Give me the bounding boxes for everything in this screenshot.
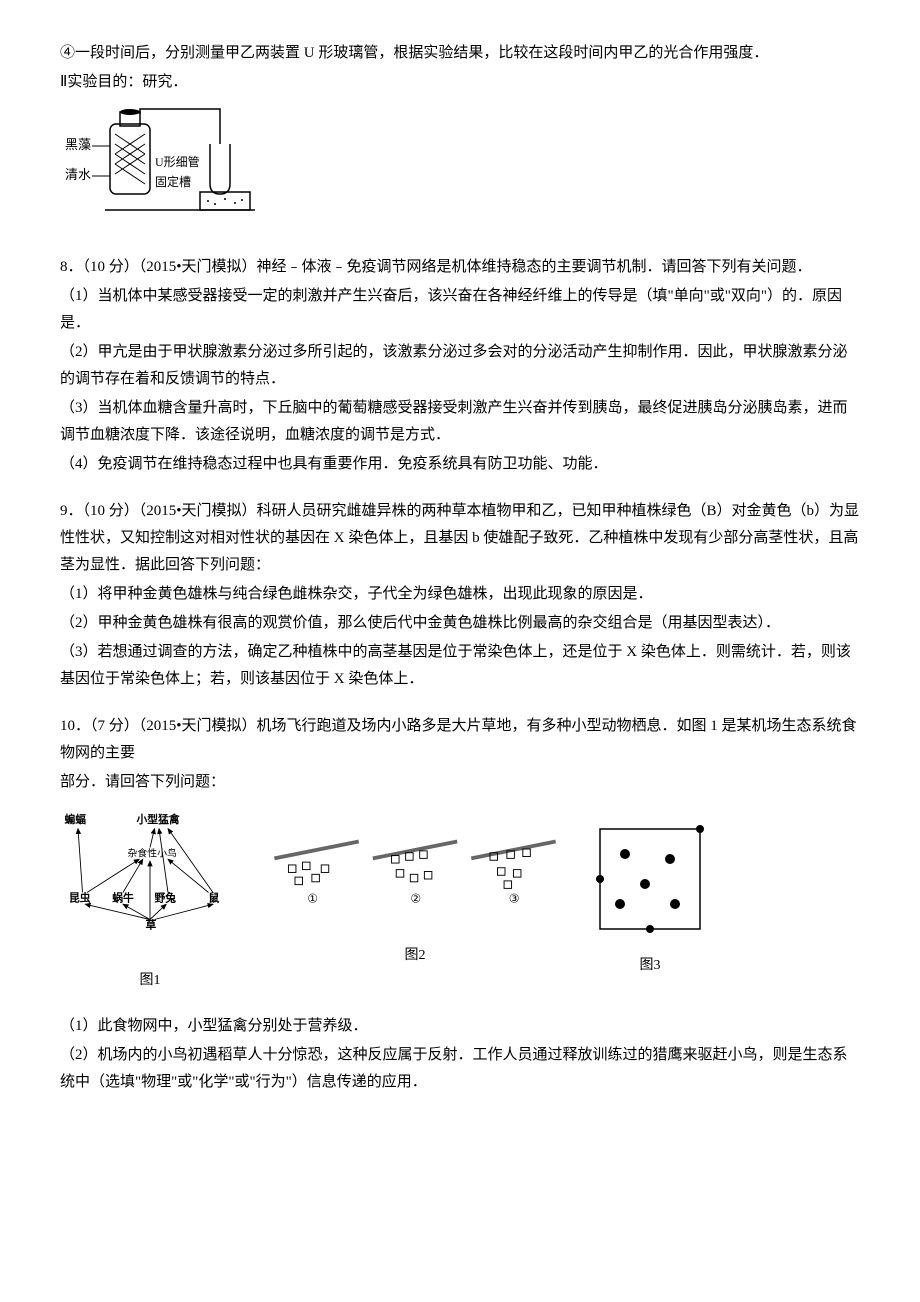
node-bird: 杂食性小鸟 — [128, 847, 178, 860]
q9-header: 9．（10 分）（2015•天门模拟）科研人员研究雌雄异株的两种草本植物甲和乙，… — [60, 498, 860, 579]
apparatus-diagram-container: 黑藻 清水 U形细管 固定槽 — [60, 104, 860, 234]
q8-p4: （4）免疫调节在维持稳态过程中也具有重要作用．免疫系统具有防卫功能、功能． — [60, 451, 860, 478]
intro-line-2: Ⅱ实验目的：研究． — [60, 69, 860, 96]
q10-header: 10．（7 分）（2015•天门模拟）机场飞行跑道及场内小路多是大片草地，有多种… — [60, 713, 860, 767]
apparatus-label-slot: 固定槽 — [155, 174, 191, 189]
node-grass: 草 — [146, 919, 157, 932]
node-raptor: 小型猛禽 — [136, 813, 180, 826]
diagrams-row: 蝙蝠 小型猛禽 杂食性小鸟 昆虫 蜗牛 野兔 鼠 草 图1 — [60, 804, 860, 993]
sampling-label-3: ③ — [509, 891, 520, 905]
node-insect: 昆虫 — [69, 892, 91, 905]
q8-p1: （1）当机体中某感受器接受一定的刺激并产生兴奋后，该兴奋在各神经纤维上的传导是（… — [60, 283, 860, 337]
food-web-caption: 图1 — [60, 968, 240, 993]
q10-p2: （2）机场内的小鸟初遇稻草人十分惊恐，这种反应属于反射．工作人员通过释放训练过的… — [60, 1042, 860, 1096]
q9-p1: （1）将甲种金黄色雄株与纯合绿色雌株杂交，子代全为绿色雄株，出现此现象的原因是． — [60, 581, 860, 608]
q9-p3: （3）若想通过调查的方法，确定乙种植株中的高茎基因是位于常染色体上，还是位于 X… — [60, 639, 860, 693]
apparatus-label-algae: 黑藻 — [65, 137, 91, 152]
sampling-label-1: ① — [307, 891, 318, 905]
q8-header: 8．（10 分）（2015•天门模拟）神经﹣体液﹣免疫调节网络是机体维持稳态的主… — [60, 254, 860, 281]
sampling-label-2: ② — [410, 891, 421, 905]
apparatus-label-utube: U形细管 — [155, 154, 200, 169]
apparatus-diagram: 黑藻 清水 U形细管 固定槽 — [60, 104, 260, 224]
node-snail: 蜗牛 — [112, 892, 134, 905]
q10-header-2: 部分．请回答下列问题： — [60, 769, 860, 796]
node-bat: 蝙蝠 — [65, 813, 87, 826]
apparatus-label-water: 清水 — [65, 167, 91, 182]
square-caption: 图3 — [590, 953, 710, 978]
sampling-wrapper: ① ② ③ 图2 — [265, 829, 565, 968]
node-mouse: 鼠 — [209, 892, 220, 905]
q8-p3: （3）当机体血糖含量升高时，下丘脑中的葡萄糖感受器接受刺激产生兴奋并传到胰岛，最… — [60, 395, 860, 449]
sampling-diagram: ① ② ③ — [265, 829, 565, 929]
food-web-wrapper: 蝙蝠 小型猛禽 杂食性小鸟 昆虫 蜗牛 野兔 鼠 草 图1 — [60, 804, 240, 993]
q8-p2: （2）甲亢是由于甲状腺激素分泌过多所引起的，该激素分泌过多会对的分泌活动产生抑制… — [60, 339, 860, 393]
q9-p2: （2）甲种金黄色雄株有很高的观赏价值，那么使后代中金黄色雄株比例最高的杂交组合是… — [60, 610, 860, 637]
intro-line-1: ④一段时间后，分别测量甲乙两装置 U 形玻璃管，根据实验结果，比较在这段时间内甲… — [60, 40, 860, 67]
food-web-diagram: 蝙蝠 小型猛禽 杂食性小鸟 昆虫 蜗牛 野兔 鼠 草 — [60, 804, 240, 954]
square-wrapper: 图3 — [590, 819, 710, 978]
q10-p1: （1）此食物网中，小型猛禽分别处于营养级． — [60, 1013, 860, 1040]
sampling-caption: 图2 — [265, 943, 565, 968]
square-diagram — [590, 819, 710, 939]
node-rabbit: 野兔 — [155, 892, 177, 905]
